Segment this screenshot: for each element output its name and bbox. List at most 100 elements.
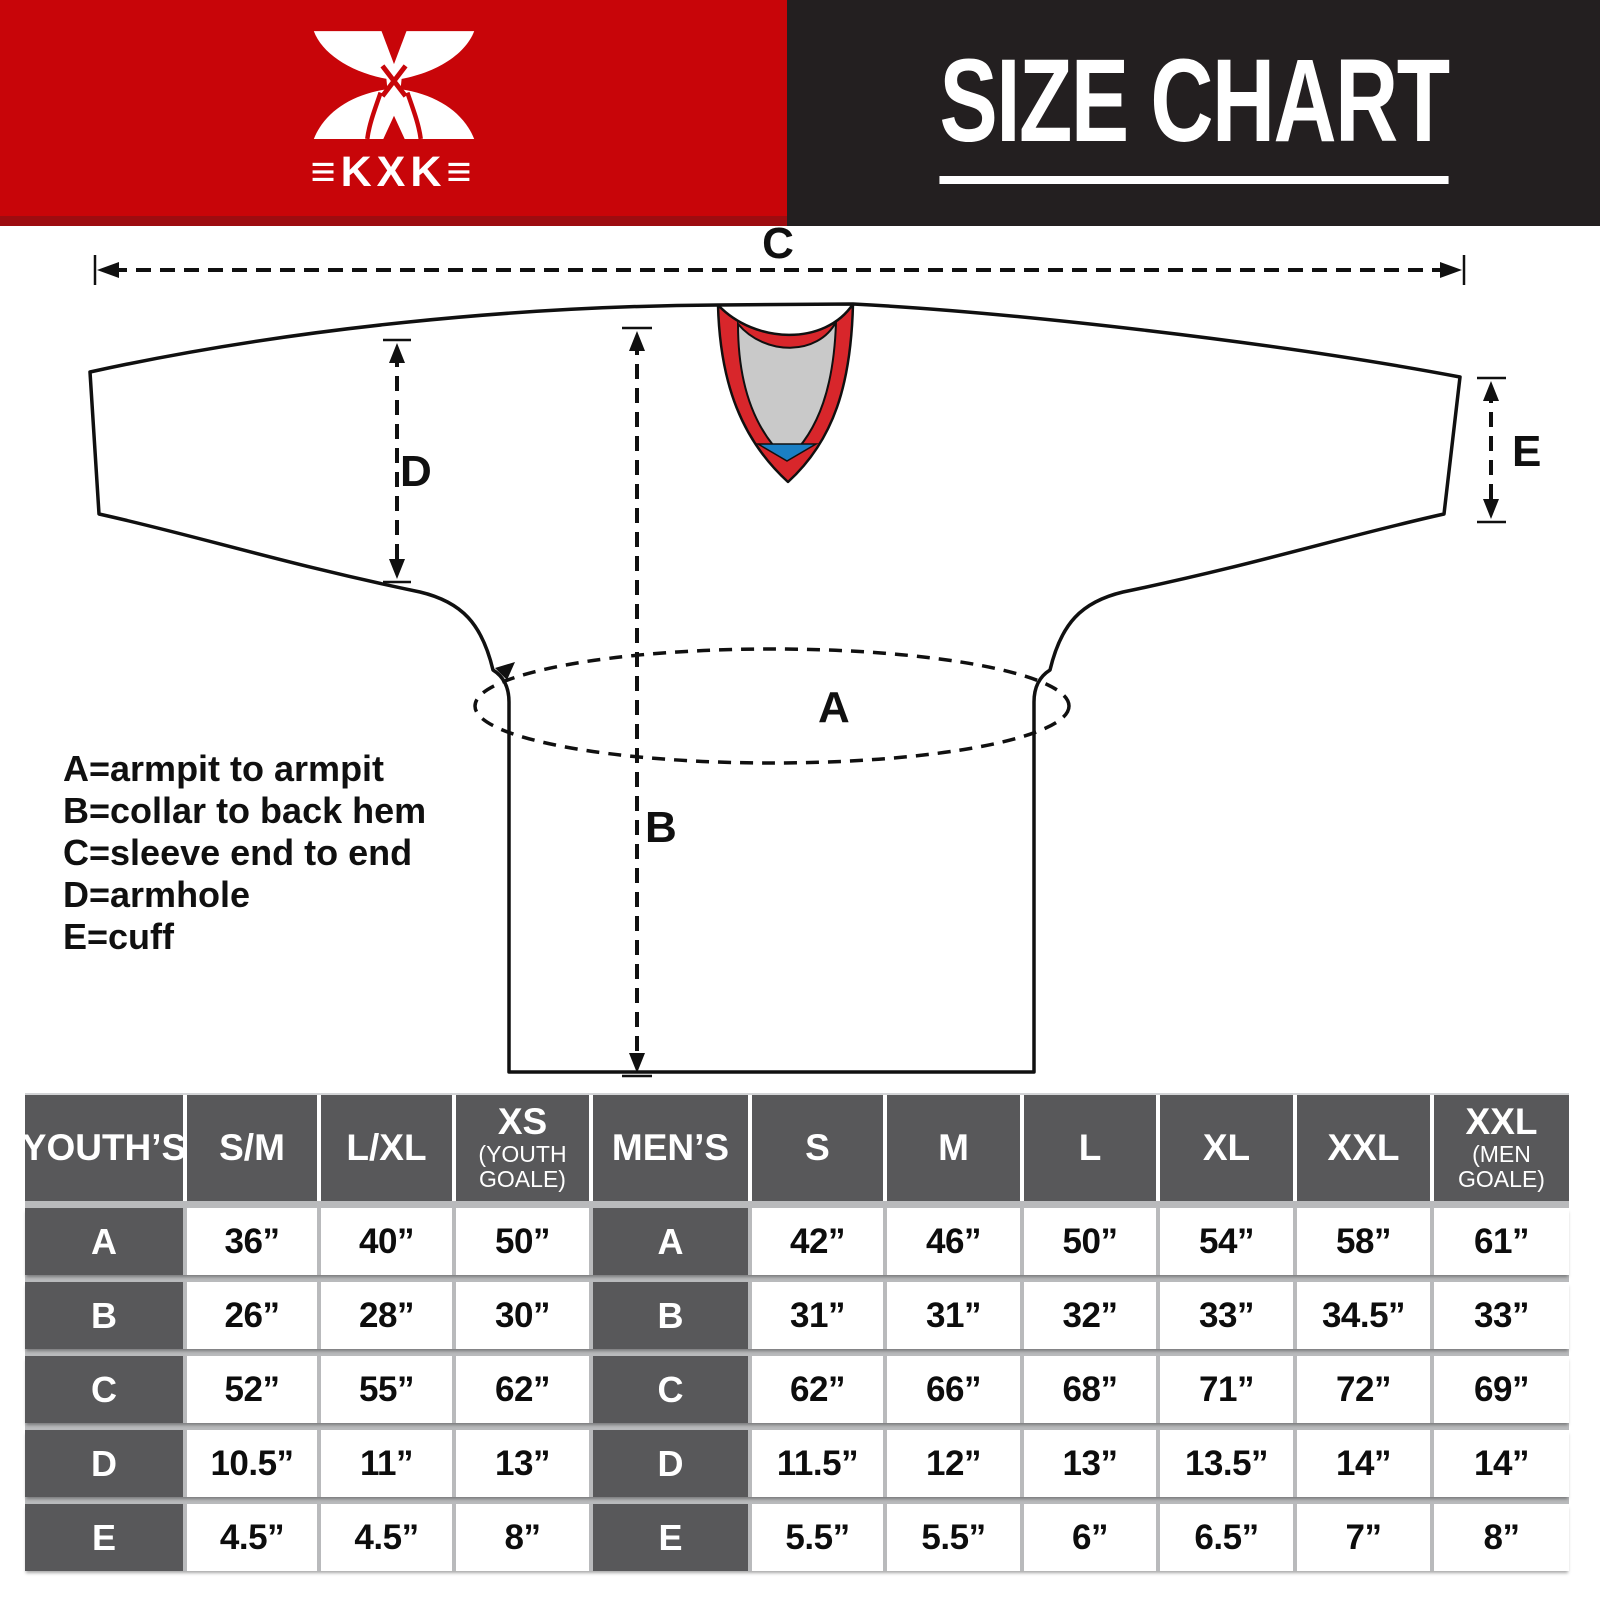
- mens-size-value: 50”: [1024, 1208, 1156, 1275]
- legend-line-b: B=collar to back hem: [63, 790, 426, 831]
- youth-size-value: 50”: [456, 1208, 589, 1275]
- mens-size-value: 8”: [1434, 1504, 1569, 1571]
- col-header-main: XS: [497, 1101, 548, 1143]
- legend-line-d: D=armhole: [63, 874, 250, 915]
- table-row: C 52” 55” 62” C 62” 66” 68” 71” 72” 69”: [25, 1356, 1569, 1423]
- jersey-outline: [88, 302, 1462, 1074]
- table-row: E 4.5” 4.5” 8” E 5.5” 5.5” 6” 6.5” 7” 8”: [25, 1504, 1569, 1571]
- table-row: B 26” 28” 30” B 31” 31” 32” 33” 34.5” 33”: [25, 1282, 1569, 1349]
- measure-arrow-a: [473, 647, 1071, 765]
- mens-size-value: 42”: [752, 1208, 883, 1275]
- table-header-row: YOUTH’S S/M L/XL XS (YOUTH GOALE) MEN’S …: [22, 1095, 1569, 1201]
- mens-size-value: 6”: [1024, 1504, 1156, 1571]
- jersey-measurement-diagram: C D B: [63, 224, 1541, 1078]
- mens-size-value: 11.5”: [752, 1430, 883, 1497]
- header-band: ≡KXK≡ SIZE CHART: [0, 0, 1600, 226]
- row-label-mens: D: [593, 1430, 748, 1497]
- mens-size-value: 58”: [1297, 1208, 1430, 1275]
- mens-size-value: 13”: [1024, 1430, 1156, 1497]
- mens-size-value: 6.5”: [1160, 1504, 1293, 1571]
- mens-size-value: 33”: [1160, 1282, 1293, 1349]
- col-header-sub: (MEN GOALE): [1458, 1141, 1545, 1193]
- row-label-mens: C: [593, 1356, 748, 1423]
- measure-arrow-c: [93, 255, 1466, 285]
- mens-size-value: 72”: [1297, 1356, 1430, 1423]
- mens-size-value: 34.5”: [1297, 1282, 1430, 1349]
- mens-size-value: 33”: [1434, 1282, 1569, 1349]
- youth-size-value: 40”: [321, 1208, 452, 1275]
- col-header-mens-xxl: XXL: [1297, 1095, 1430, 1201]
- row-label-youth: C: [25, 1356, 183, 1423]
- row-label-youth: B: [25, 1282, 183, 1349]
- legend-line-e: E=cuff: [63, 916, 175, 957]
- mens-size-value: 5.5”: [752, 1504, 883, 1571]
- mens-size-value: 31”: [752, 1282, 883, 1349]
- measure-arrow-d: [383, 338, 411, 584]
- size-table: YOUTH’S S/M L/XL XS (YOUTH GOALE) MEN’S …: [22, 1093, 1569, 1571]
- row-label-mens: A: [593, 1208, 748, 1275]
- row-label-youth: A: [25, 1208, 183, 1275]
- measure-label-c: C: [762, 224, 794, 268]
- youth-size-value: 26”: [187, 1282, 317, 1349]
- col-header-mens-xl: XL: [1160, 1095, 1293, 1201]
- mens-size-value: 61”: [1434, 1208, 1569, 1275]
- youth-size-value: 4.5”: [321, 1504, 452, 1571]
- measure-label-d: D: [400, 447, 432, 496]
- mens-size-value: 68”: [1024, 1356, 1156, 1423]
- mens-size-value: 32”: [1024, 1282, 1156, 1349]
- mens-size-value: 31”: [887, 1282, 1020, 1349]
- table-row: D 10.5” 11” 13” D 11.5” 12” 13” 13.5” 14” 14”: [25, 1430, 1569, 1497]
- brand-logo-text: ≡KXK≡: [310, 147, 477, 196]
- mens-size-value: 46”: [887, 1208, 1020, 1275]
- measure-arrow-b: [622, 326, 652, 1078]
- mens-size-value: 13.5”: [1160, 1430, 1293, 1497]
- col-header-sub: (YOUTH GOALE): [478, 1141, 567, 1193]
- col-header-mens-s: S: [752, 1095, 883, 1201]
- col-header-main: XXL: [1465, 1101, 1538, 1143]
- mens-size-value: 14”: [1297, 1430, 1430, 1497]
- youth-size-value: 62”: [456, 1356, 589, 1423]
- youth-size-value: 13”: [456, 1430, 589, 1497]
- mens-size-value: 62”: [752, 1356, 883, 1423]
- size-table-body: A 36” 40” 50” A 42” 46” 50” 54” 58” 61” B 26” 28” 30” B…: [25, 1208, 1569, 1571]
- youth-size-value: 4.5”: [187, 1504, 317, 1571]
- mens-size-value: 69”: [1434, 1356, 1569, 1423]
- col-header-mens-xxl-goalie: XXL (MEN GOALE): [1434, 1095, 1569, 1201]
- kxk-logo-icon: [313, 30, 474, 139]
- youth-size-value: 55”: [321, 1356, 452, 1423]
- measure-label-e: E: [1512, 427, 1541, 476]
- row-label-mens: E: [593, 1504, 748, 1571]
- col-header-youth-lxl: L/XL: [321, 1095, 452, 1201]
- collar-insert: [755, 443, 819, 462]
- page-title: SIZE CHART: [938, 42, 1450, 184]
- mens-size-value: 12”: [887, 1430, 1020, 1497]
- col-header-mens-m: M: [887, 1095, 1020, 1201]
- measure-label-b: B: [645, 803, 677, 852]
- mens-size-value: 71”: [1160, 1356, 1293, 1423]
- youth-size-value: 11”: [321, 1430, 452, 1497]
- col-header-mens: MEN’S: [593, 1095, 748, 1201]
- measurement-legend: A=armpit to armpit B=collar to back hem …: [63, 748, 426, 957]
- mens-size-value: 5.5”: [887, 1504, 1020, 1571]
- col-header-youths: YOUTH’S: [22, 1095, 186, 1201]
- legend-line-a: A=armpit to armpit: [63, 748, 384, 789]
- mens-size-value: 14”: [1434, 1430, 1569, 1497]
- youth-size-value: 8”: [456, 1504, 589, 1571]
- brand-panel: ≡KXK≡: [0, 0, 787, 226]
- youth-size-value: 30”: [456, 1282, 589, 1349]
- youth-size-value: 28”: [321, 1282, 452, 1349]
- row-label-youth: D: [25, 1430, 183, 1497]
- measure-label-a: A: [818, 683, 850, 732]
- youth-size-value: 10.5”: [187, 1430, 317, 1497]
- row-label-youth: E: [25, 1504, 183, 1571]
- mens-size-value: 66”: [887, 1356, 1020, 1423]
- row-label-mens: B: [593, 1282, 748, 1349]
- col-header-youth-xs-goalie: XS (YOUTH GOALE): [456, 1095, 589, 1201]
- youth-size-value: 36”: [187, 1208, 317, 1275]
- mens-size-value: 54”: [1160, 1208, 1293, 1275]
- col-header-mens-l: L: [1024, 1095, 1156, 1201]
- title-panel: SIZE CHART: [787, 0, 1600, 226]
- collar-inner: [736, 321, 837, 462]
- legend-line-c: C=sleeve end to end: [63, 832, 412, 873]
